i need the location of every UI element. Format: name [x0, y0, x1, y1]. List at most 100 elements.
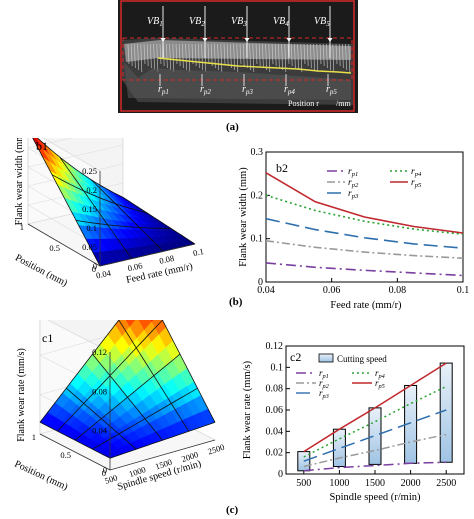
legend-label-rp1-main: r	[348, 167, 352, 177]
vb-label-2-main: VB	[189, 16, 201, 27]
rp-label-1: rp1	[158, 84, 169, 96]
x-tick-label: 500	[103, 472, 118, 485]
vb-label-1-main: VB	[147, 16, 159, 27]
x-tick-label: 0.06	[127, 260, 144, 273]
wear-streak	[137, 43, 139, 71]
x-tick-label: 1500	[154, 457, 173, 472]
legend-label-rp5: rp5	[411, 178, 422, 189]
wear-streak	[322, 43, 325, 67]
wear-streak	[201, 43, 203, 71]
vb-label-3-main: VB	[231, 16, 243, 27]
z-tick-label: 0.04	[92, 426, 108, 436]
rp-label-4-main: r	[284, 84, 288, 95]
series-line-rp4	[303, 385, 447, 458]
surface-mesh-line	[91, 179, 164, 252]
position-caption: Position r	[288, 99, 319, 108]
y-tick-label: 0.08	[266, 384, 284, 395]
rp-label-5: rp5	[326, 84, 337, 96]
surface-patch	[125, 320, 136, 328]
rp-label-5-main: r	[326, 84, 330, 95]
legend-label-rp4: rp4	[411, 167, 422, 178]
y-tick-label: 0.1	[271, 362, 284, 373]
wear-streak	[294, 43, 296, 69]
z-tick-label: 0.05	[82, 242, 97, 252]
wear-streak	[335, 43, 338, 65]
legend-label-rp1-sub: p1	[322, 373, 329, 380]
y-tick-label: 0	[92, 264, 96, 274]
surface-mesh-line	[59, 156, 133, 259]
z-gridline	[47, 320, 111, 353]
z-tick-label: 0.08	[92, 386, 107, 396]
surface-mesh-line	[75, 219, 171, 229]
vb-arrow-icon	[160, 38, 166, 42]
legend-label-rp3: rp3	[319, 388, 329, 400]
cutting-speed-bar	[439, 362, 453, 463]
surface-mesh-line	[36, 138, 124, 198]
series-line-rp1	[303, 461, 447, 472]
z-tick-label: 0.2	[86, 185, 97, 195]
vb-label-5-main: VB	[314, 16, 326, 27]
panel-label-b: (b)	[229, 296, 243, 308]
y-tick-label: 0	[258, 277, 263, 288]
x-axis-label: Feed rate (mm/r)	[330, 300, 402, 310]
vb-label-4: VB4	[273, 16, 289, 28]
rp-label-1-main: r	[158, 84, 162, 95]
wear-streak	[297, 43, 299, 71]
x-tick-label: 0.08	[158, 253, 175, 266]
x-tick-label: 0.1	[457, 285, 470, 296]
y-axis-label: Flank wear rate (mm/s)	[242, 360, 253, 459]
vb-label-1-sub: 1	[159, 20, 163, 28]
x-tick-label: 0.04	[95, 267, 112, 280]
z-tick-label: 0.25	[82, 166, 97, 176]
rp-label-2-sub: p2	[203, 88, 212, 96]
surface-mesh-line	[122, 196, 196, 245]
surface-mesh-line	[32, 138, 101, 267]
wear-streak	[230, 43, 232, 69]
z-axis-label: Flank wear rate (mm/s)	[16, 348, 27, 442]
wear-streak	[146, 43, 149, 67]
legend-label-rp2: rp2	[348, 178, 359, 189]
legend-label-rp4-sub: p4	[414, 171, 422, 178]
rp-label-3: rp3	[242, 84, 253, 96]
wear-streak	[226, 43, 229, 67]
wear-streak	[239, 43, 242, 65]
wear-streak	[169, 43, 171, 71]
z-gridline	[42, 138, 101, 172]
y-tick-label: 0	[278, 469, 283, 480]
wear-photo-panel: VB1 VB2 VB3 VB4 VB5 rp1 rp2 rp3 rp4 rp5 Position r…	[118, 0, 358, 113]
chip-face	[124, 62, 351, 100]
wear-streak	[143, 43, 146, 65]
legend-label-rp2-main: r	[348, 178, 352, 188]
wear-streak	[290, 43, 293, 67]
axis-frame-side	[27, 223, 101, 267]
y-tick-label: 0.5	[49, 243, 60, 253]
series-line-rp3	[265, 217, 464, 249]
rp-label-2: rp2	[200, 84, 211, 96]
z-tick-label: 0.15	[82, 204, 97, 214]
wear-streak	[207, 43, 210, 65]
wear-streak	[134, 43, 136, 69]
vb-arrow-icon	[286, 38, 292, 42]
legend-label-rp5-main: r	[411, 178, 415, 188]
cutting-speed-bar	[368, 407, 382, 465]
vb-arrow-icon	[244, 38, 250, 42]
rp-label-4-sub: p4	[287, 88, 296, 96]
position-unit: /mm	[336, 99, 351, 108]
legend-label-rp2: rp2	[319, 378, 330, 390]
vb-label-2: VB2	[189, 16, 205, 28]
y-tick-label: 0.06	[266, 405, 284, 416]
y-tick-label: 1	[32, 432, 36, 442]
legend-label-rp5-main: r	[375, 378, 379, 388]
series-line-rp3	[303, 409, 447, 462]
wear-streak	[182, 43, 184, 69]
rp-label-3-sub: p3	[245, 88, 254, 96]
wear-streak	[274, 43, 277, 67]
vb-label-5: VB5	[314, 16, 330, 28]
legend-label-rp4-sub: p4	[378, 373, 385, 380]
line-chart-b2: 0.04 0.06 0.08 0.1 0 0.1 0.2 0.3 Feed rate (mm/r…	[238, 147, 470, 310]
vb-label-1: VB1	[147, 16, 163, 28]
wear-streak	[310, 43, 312, 69]
wear-streak	[342, 43, 344, 69]
legend-label-rp1-main: r	[319, 368, 323, 378]
